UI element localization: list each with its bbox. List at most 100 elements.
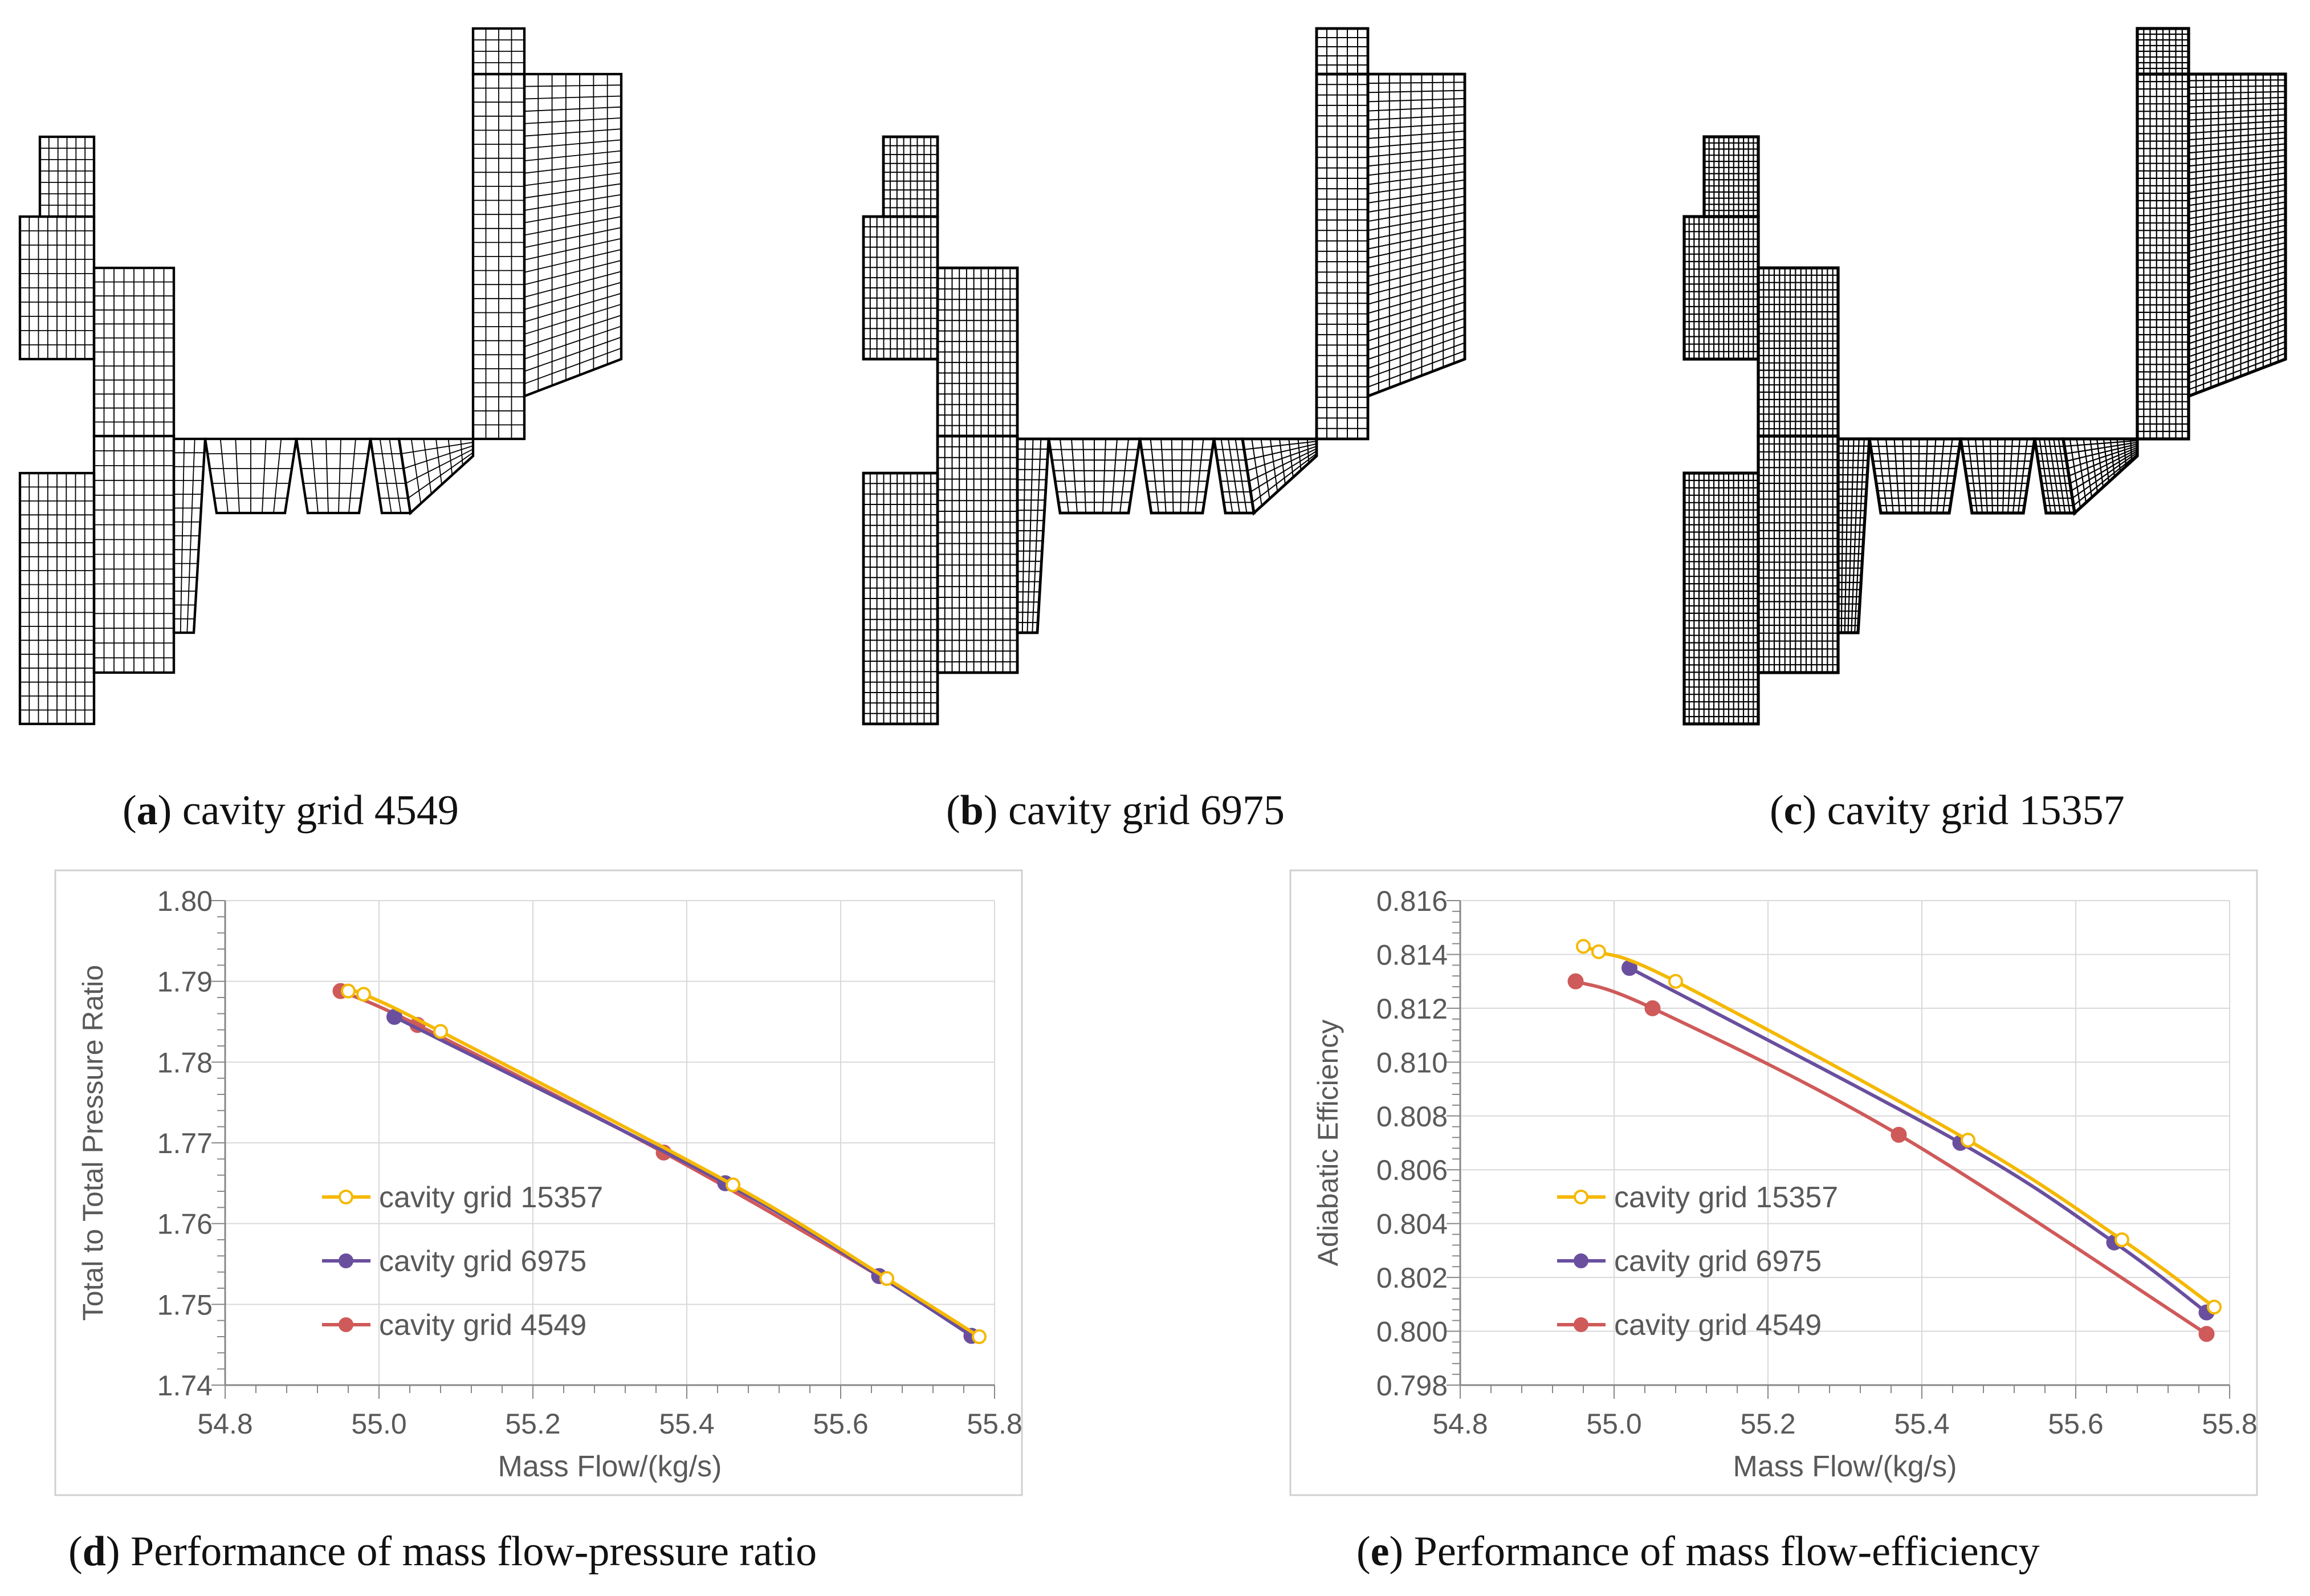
- mesh-block: [19, 216, 95, 360]
- data-point: [2198, 1326, 2215, 1342]
- y-tick-label: 0.816: [1376, 885, 1448, 917]
- y-tick-label: 0.810: [1376, 1047, 1448, 1078]
- mesh-block: [398, 438, 474, 514]
- data-point: [879, 1271, 894, 1286]
- legend-marker: [1574, 1190, 1588, 1204]
- data-point: [1644, 1000, 1661, 1016]
- series-line: [1628, 966, 2208, 1314]
- caption-a: (a) cavity grid 4549: [123, 787, 459, 834]
- x-tick-label: 55.6: [813, 1408, 868, 1440]
- data-point: [433, 1024, 448, 1039]
- legend-marker: [1574, 1317, 1588, 1332]
- caption-c-letter: c: [1783, 787, 1803, 834]
- mesh-block-outline: [1836, 437, 1871, 634]
- x-axis-title: Mass Flow/(kg/s): [1733, 1450, 1957, 1483]
- y-tick-label: 0.802: [1376, 1262, 1448, 1294]
- legend-label: cavity grid 4549: [1614, 1309, 1822, 1342]
- mesh-block-outline: [1682, 215, 1760, 361]
- legend-label: cavity grid 4549: [379, 1309, 586, 1342]
- y-tick-label: 1.75: [157, 1289, 213, 1321]
- data-point: [2115, 1232, 2129, 1247]
- mesh-block-outline: [2136, 72, 2190, 441]
- caption-c-text: cavity grid 15357: [1827, 787, 2125, 834]
- series-line: [393, 1015, 973, 1338]
- cavity-grid-6975-mesh: [862, 27, 1466, 726]
- data-point: [726, 1177, 740, 1192]
- mesh-block: [1757, 435, 1839, 674]
- data-point: [1591, 944, 1606, 959]
- data-point: [1961, 1133, 1975, 1148]
- x-tick-label: 55.2: [505, 1408, 560, 1440]
- caption-d-letter: d: [82, 1528, 106, 1575]
- y-tick-label: 0.812: [1376, 993, 1448, 1025]
- y-tick-label: 0.798: [1376, 1370, 1448, 1402]
- mesh-block: [2136, 73, 2190, 440]
- data-point: [1891, 1126, 1907, 1143]
- mesh-block-outline: [92, 434, 176, 674]
- caption-a-text: cavity grid 4549: [182, 787, 459, 834]
- mesh-block-outline: [2061, 437, 2139, 516]
- mesh-block-outline: [862, 471, 939, 726]
- mesh-block: [1139, 438, 1215, 514]
- caption-c: (c) cavity grid 15357: [1770, 787, 2125, 834]
- y-tick-label: 0.804: [1376, 1208, 1448, 1240]
- mesh-block: [19, 473, 95, 724]
- mesh-block: [1868, 438, 1962, 514]
- mesh-block: [937, 267, 1018, 437]
- mesh-block-outline: [172, 437, 207, 634]
- caption-e-text: Performance of mass flow-efficiency: [1413, 1528, 2040, 1575]
- mesh-block: [1683, 215, 1759, 360]
- mesh-block-outline: [1366, 72, 1466, 398]
- x-tick-label: 55.6: [2048, 1408, 2103, 1440]
- cavity-grid-15357-mesh: [1682, 27, 2287, 726]
- mesh-block-outline: [2187, 72, 2287, 398]
- legend-marker: [339, 1253, 353, 1268]
- mesh-block: [2187, 73, 2287, 397]
- mesh-block-outline: [295, 437, 372, 515]
- mesh-block: [296, 438, 371, 514]
- x-tick-label: 55.8: [2202, 1408, 2257, 1440]
- mesh-block: [39, 136, 95, 217]
- data-point: [1576, 939, 1591, 954]
- mesh-block-outline: [1315, 27, 1370, 76]
- caption-e: (e) Performance of mass flow-efficiency: [1356, 1528, 2040, 1575]
- mesh-block: [2136, 27, 2190, 75]
- mesh-block: [1757, 267, 1839, 437]
- mesh-block: [472, 74, 525, 439]
- mesh-block: [863, 473, 938, 724]
- y-tick-label: 1.78: [157, 1047, 213, 1078]
- y-tick-label: 0.800: [1376, 1316, 1448, 1348]
- data-point: [341, 983, 356, 999]
- x-tick-label: 54.8: [1432, 1408, 1488, 1440]
- y-tick-label: 1.79: [157, 966, 213, 998]
- legend-marker: [339, 1190, 353, 1204]
- mesh-block: [1316, 74, 1368, 439]
- y-tick-label: 0.808: [1376, 1101, 1448, 1133]
- mesh-block: [1703, 136, 1759, 218]
- caption-d-text: Performance of mass flow-pressure ratio: [130, 1528, 817, 1575]
- data-point: [386, 1009, 402, 1025]
- y-tick-label: 1.80: [157, 885, 213, 917]
- cavity-grid-4549-mesh: [18, 27, 623, 726]
- mesh-block-outline: [523, 72, 623, 398]
- y-axis-title: Total to Total Pressure Ratio: [77, 965, 109, 1321]
- caption-a-letter: a: [136, 787, 158, 834]
- mesh-block: [93, 435, 174, 673]
- caption-b-letter: b: [960, 787, 984, 834]
- x-tick-label: 55.0: [351, 1408, 406, 1440]
- mesh-block-outline: [1315, 72, 1370, 441]
- mesh-block: [883, 136, 938, 217]
- mesh-block-outline: [1757, 266, 1840, 438]
- chart-pressure-ratio: 1.74 1.75 1.76 1.77 1.78 1.79 1.80 54.8 55.0 55.2…: [54, 869, 1023, 1496]
- mesh-block: [472, 28, 525, 75]
- y-axis-title: Adiabatic Efficiency: [1312, 1020, 1344, 1267]
- caption-b: (b) cavity grid 6975: [946, 787, 1285, 834]
- y-tick-label: 1.77: [157, 1127, 213, 1159]
- mesh-block-outline: [1682, 471, 1760, 726]
- chart-frame: [1289, 869, 2258, 1496]
- x-tick-label: 55.0: [1586, 1408, 1641, 1440]
- legend-label: cavity grid 6975: [1614, 1245, 1822, 1278]
- mesh-block: [1048, 438, 1140, 514]
- mesh-block-outline: [1016, 437, 1050, 634]
- mesh-block: [1367, 74, 1465, 397]
